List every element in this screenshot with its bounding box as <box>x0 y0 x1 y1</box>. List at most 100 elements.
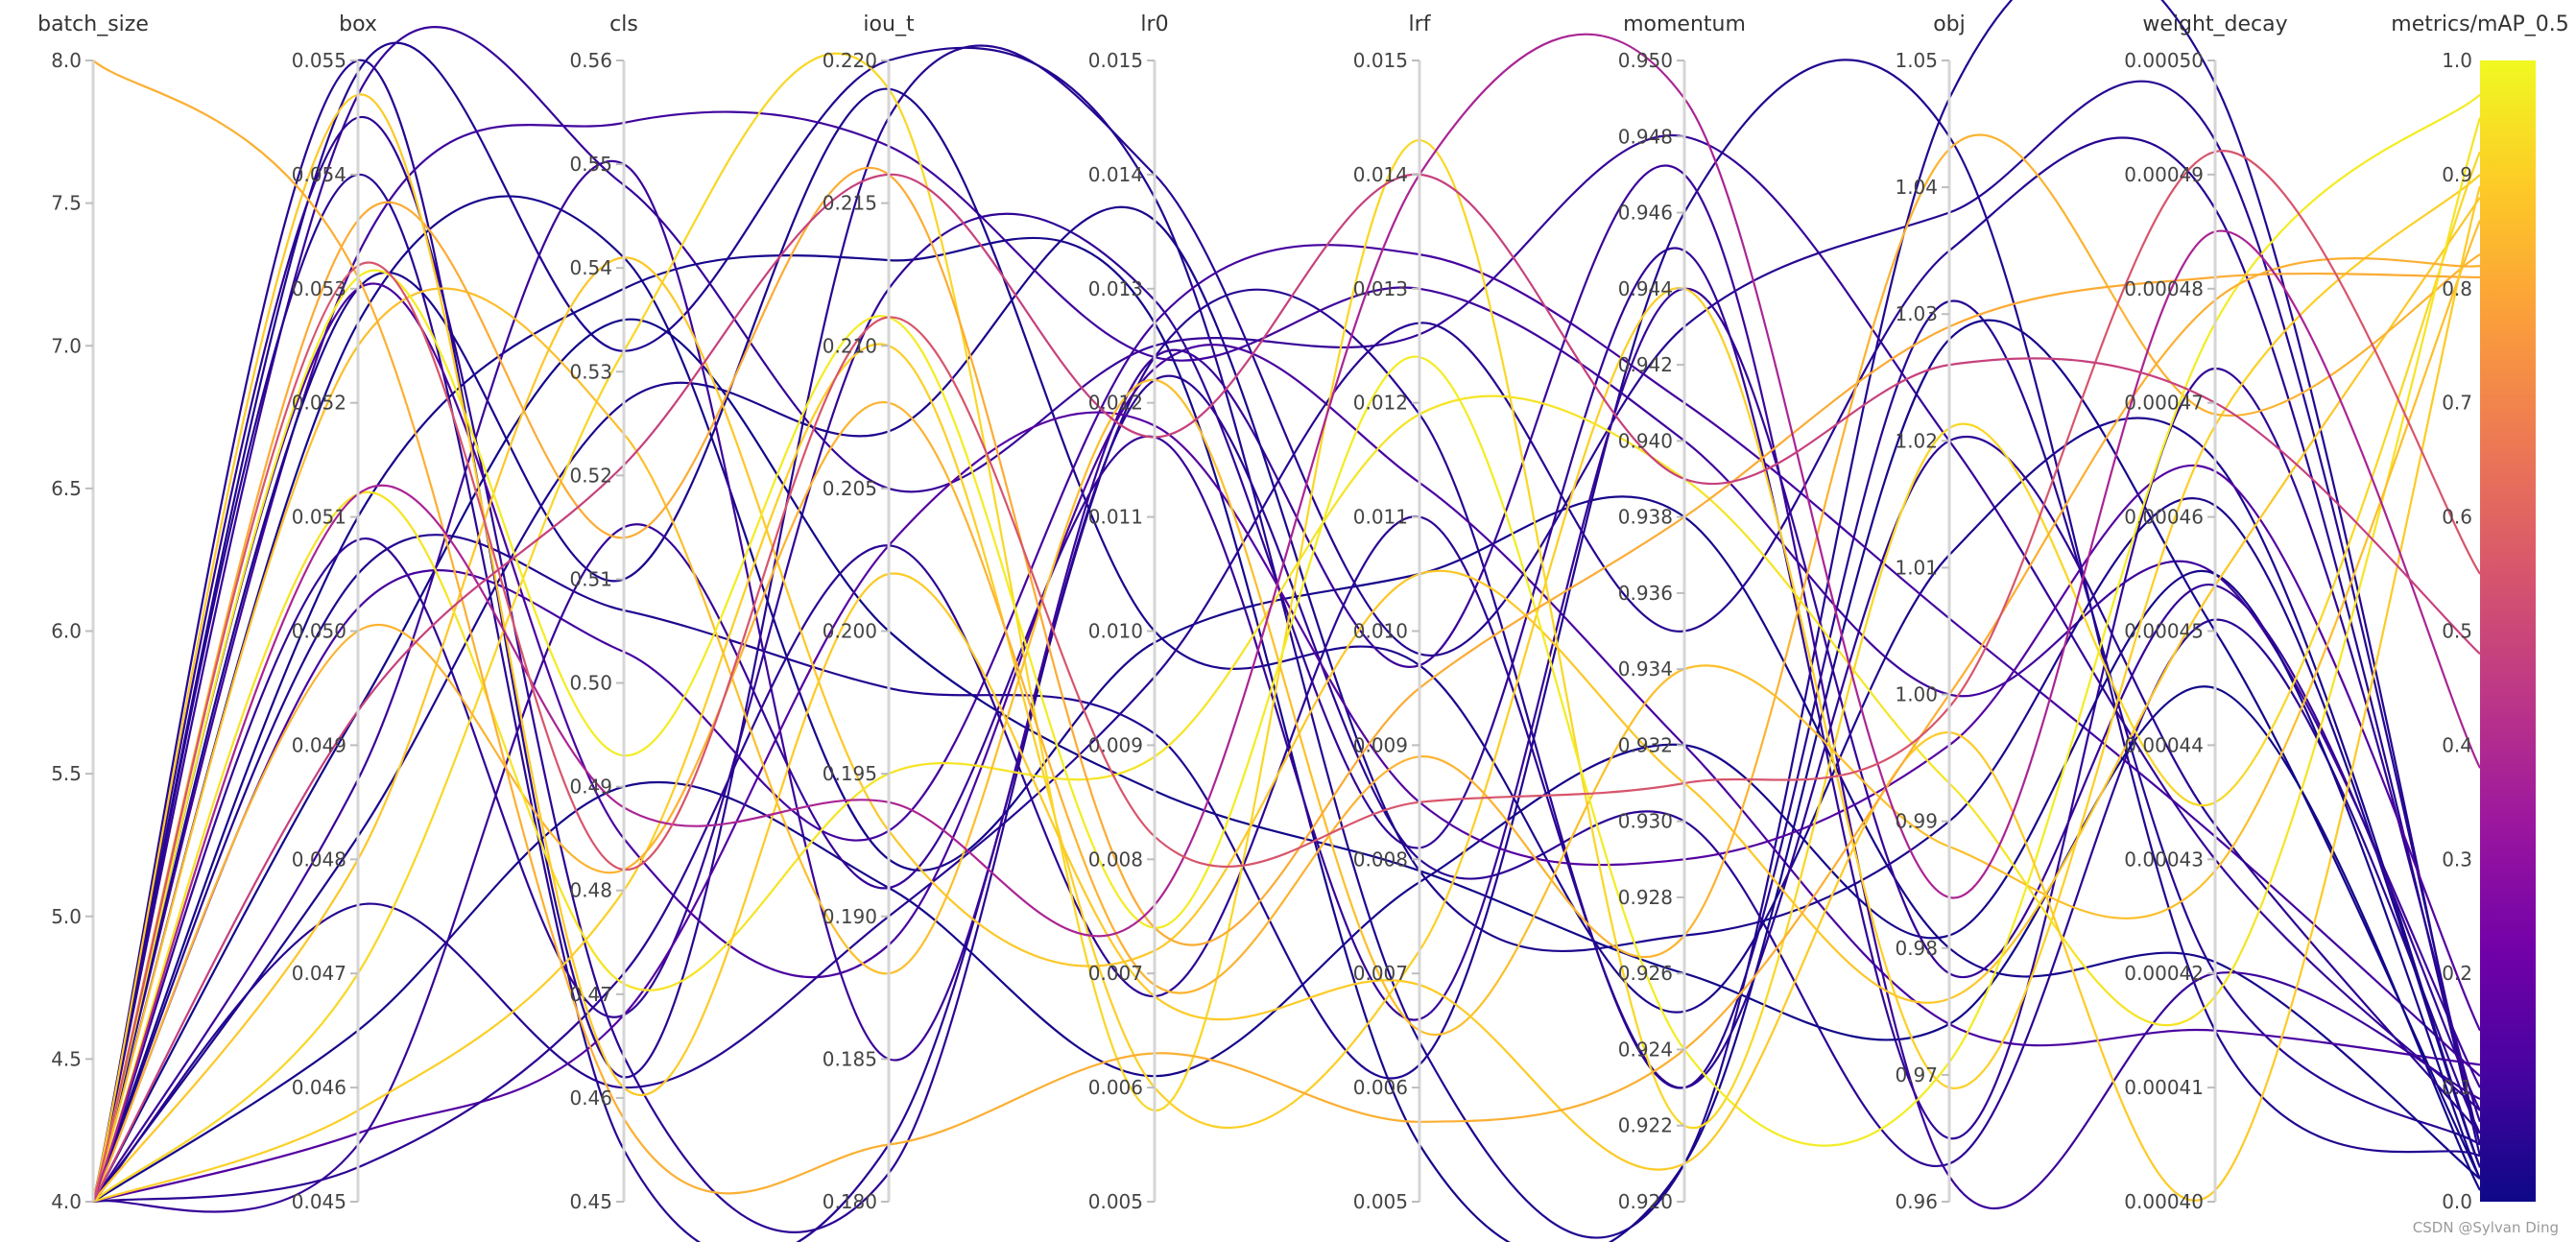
trace-line <box>91 93 2482 1203</box>
trace-line <box>91 33 2481 1203</box>
tick-label: 0.215 <box>823 192 877 215</box>
tick-label: 0.005 <box>1088 1190 1143 1213</box>
tick-label: 0.1 <box>2442 1076 2472 1099</box>
trace-layer <box>91 0 2482 1242</box>
trace-line <box>92 60 2481 1195</box>
tick-label: 0.190 <box>823 905 877 928</box>
trace-line <box>91 93 2481 1203</box>
tick-label: 0.013 <box>1353 277 1408 300</box>
tick-label: 5.0 <box>51 905 82 928</box>
trace-line <box>91 220 2482 1203</box>
tick-label: 0.046 <box>292 1076 346 1099</box>
tick-label: 1.01 <box>1895 556 1938 579</box>
trace-line <box>92 197 2481 1203</box>
tick-label: 0.007 <box>1353 962 1408 985</box>
tick-label: 0.6 <box>2442 506 2472 529</box>
axis-title: lr0 <box>1140 12 1168 36</box>
axis-title: obj <box>1933 12 1966 36</box>
trace-line <box>92 159 2481 1210</box>
tick-label: 1.05 <box>1895 49 1938 72</box>
tick-label: 0.8 <box>2442 277 2472 300</box>
trace-line <box>92 173 2481 1203</box>
tick-label: 0.55 <box>569 153 612 176</box>
tick-label: 0.008 <box>1353 848 1408 871</box>
trace-line <box>92 287 2481 1213</box>
tick-label: 0.948 <box>1618 125 1673 148</box>
tick-label: 0.46 <box>569 1087 612 1110</box>
tick-label: 0.45 <box>569 1190 612 1213</box>
tick-label: 0.00044 <box>2124 733 2204 756</box>
tick-label: 0.932 <box>1618 733 1673 756</box>
axis-title: metrics/mAP_0.5 <box>2391 12 2568 36</box>
tick-label: 0.051 <box>292 506 346 529</box>
tick-label: 0.924 <box>1618 1038 1673 1061</box>
tick-label: 0.0 <box>2442 1190 2472 1213</box>
tick-label: 0.050 <box>292 620 346 643</box>
tick-label: 0.944 <box>1618 277 1673 300</box>
axis-title: cls <box>609 12 638 36</box>
colorbar <box>2480 60 2536 1202</box>
trace-line <box>92 318 2481 1203</box>
tick-label: 0.928 <box>1618 886 1673 909</box>
trace-line <box>91 87 2482 1203</box>
tick-label: 0.99 <box>1895 810 1938 833</box>
tick-label: 0.00049 <box>2124 163 2204 186</box>
tick-label: 7.0 <box>51 334 82 357</box>
tick-label: 0.950 <box>1618 49 1673 72</box>
tick-label: 1.02 <box>1895 429 1938 452</box>
tick-label: 0.49 <box>569 776 612 799</box>
trace-line <box>91 44 2482 1203</box>
tick-label: 0.940 <box>1618 429 1673 452</box>
tick-label: 0.00043 <box>2124 848 2204 871</box>
tick-label: 0.195 <box>823 762 877 785</box>
tick-label: 0.200 <box>823 620 877 643</box>
tick-label: 0.52 <box>569 464 612 487</box>
tick-label: 0.00046 <box>2124 506 2204 529</box>
trace-line <box>92 52 2482 1203</box>
tick-label: 0.00047 <box>2124 392 2204 415</box>
tick-label: 0.005 <box>1353 1190 1408 1213</box>
tick-label: 0.013 <box>1088 277 1143 300</box>
tick-label: 5.5 <box>51 762 82 785</box>
tick-label: 0.012 <box>1088 392 1143 415</box>
trace-line <box>91 59 2481 1203</box>
tick-label: 0.56 <box>569 49 612 72</box>
tick-label: 0.010 <box>1353 620 1408 643</box>
tick-label: 0.055 <box>292 49 346 72</box>
axis-title: iou_t <box>863 12 915 36</box>
tick-label: 0.5 <box>2442 620 2472 643</box>
tick-label: 0.014 <box>1088 163 1143 186</box>
colorbar-gradient <box>2480 60 2536 1202</box>
tick-label: 8.0 <box>51 49 82 72</box>
trace-line <box>92 133 2481 1203</box>
tick-label: 0.920 <box>1618 1190 1673 1213</box>
tick-label: 0.930 <box>1618 810 1673 833</box>
tick-label: 0.00040 <box>2124 1190 2204 1213</box>
tick-label: 0.011 <box>1353 506 1408 529</box>
tick-label: 0.51 <box>569 567 612 590</box>
tick-label: 0.926 <box>1618 962 1673 985</box>
tick-label: 0.210 <box>823 334 877 357</box>
tick-label: 0.00042 <box>2124 962 2204 985</box>
tick-label: 0.014 <box>1353 163 1408 186</box>
tick-label: 0.3 <box>2442 848 2472 871</box>
tick-label: 0.006 <box>1088 1076 1143 1099</box>
tick-label: 0.048 <box>292 848 346 871</box>
tick-label: 0.00045 <box>2124 620 2204 643</box>
tick-label: 0.00048 <box>2124 277 2204 300</box>
tick-label: 0.054 <box>292 163 346 186</box>
trace-line <box>91 212 2482 1203</box>
tick-label: 0.011 <box>1088 506 1143 529</box>
tick-label: 0.180 <box>823 1190 877 1213</box>
axis-title: batch_size <box>37 12 149 36</box>
axis-layer: batch_size 4.0 4.5 5.0 5.5 6.0 6.5 7.0 7.5 8.0 box… <box>37 12 2569 1213</box>
tick-label: 0.009 <box>1088 733 1143 756</box>
tick-label: 7.5 <box>51 192 82 215</box>
tick-label: 0.012 <box>1353 392 1408 415</box>
tick-label: 0.47 <box>569 983 612 1006</box>
tick-label: 0.049 <box>292 733 346 756</box>
tick-label: 0.96 <box>1895 1190 1938 1213</box>
tick-label: 0.015 <box>1088 49 1143 72</box>
axis-title: lrf <box>1409 12 1432 36</box>
